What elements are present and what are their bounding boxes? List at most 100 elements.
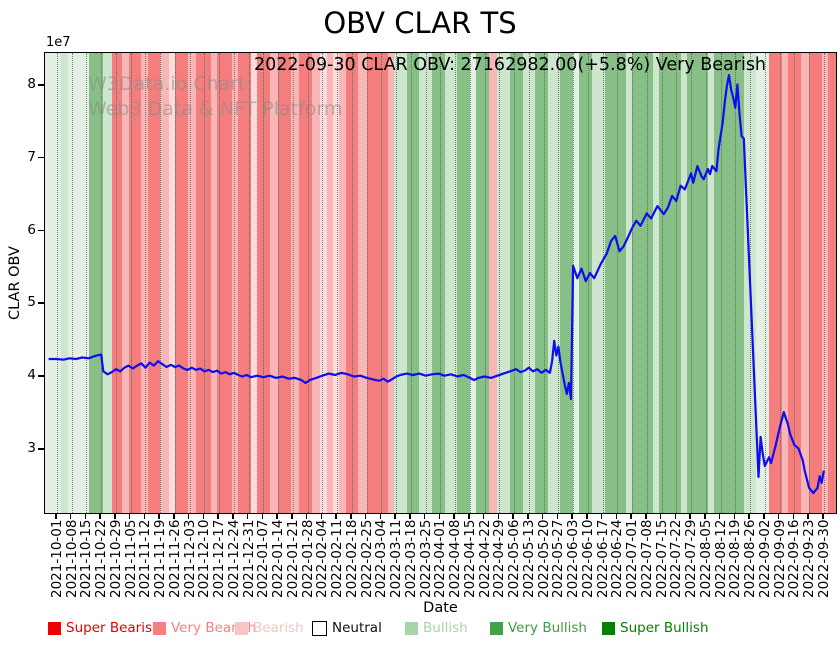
sentiment-band-b <box>339 53 346 513</box>
plot-area <box>44 52 837 514</box>
grid-line <box>499 53 501 513</box>
x-tick-mark <box>114 514 116 519</box>
x-tick-mark <box>600 514 603 519</box>
grid-line <box>292 53 294 513</box>
x-tick-label: 2022-04-08 <box>447 519 464 598</box>
sentiment-band-vbu <box>686 53 708 513</box>
sentiment-band-buf <box>469 53 477 513</box>
x-tick-mark <box>409 514 411 519</box>
x-tick-mark <box>335 514 337 519</box>
sentiment-band-b <box>387 53 395 513</box>
x-tick-mark <box>497 514 500 519</box>
x-tick-label: 2021-10-29 <box>107 519 124 598</box>
chart-title: OBV CLAR TS <box>323 6 517 40</box>
legend-label: Super Bullish <box>620 620 709 636</box>
sentiment-band-vbu <box>579 53 593 513</box>
grid-line <box>587 53 589 513</box>
y-axis-offset-label: 1e7 <box>46 35 71 50</box>
watermark: W3Data.io Chart Web3 Data & NFT Platform <box>88 72 342 122</box>
x-tick-mark <box>202 514 205 519</box>
grid-line <box>71 53 73 513</box>
grid-line <box>661 53 663 513</box>
sentiment-band-buf <box>573 53 580 513</box>
grid-line <box>57 53 58 513</box>
grid-line <box>676 53 678 513</box>
x-tick-mark <box>128 514 131 519</box>
x-tick-mark <box>379 514 382 519</box>
grid-line <box>617 53 619 513</box>
sentiment-band-b <box>231 53 239 513</box>
x-tick-mark <box>320 514 323 519</box>
grid-line <box>189 53 191 513</box>
sentiment-band-vb <box>238 53 251 513</box>
x-tick-label: 2022-01-14 <box>270 519 287 598</box>
x-tick-mark <box>217 514 219 519</box>
obv-line <box>48 74 825 495</box>
sentiment-band-vb <box>828 53 836 513</box>
sentiment-band-vb <box>809 53 822 513</box>
grid-line <box>366 53 368 513</box>
x-tick-label: 2022-03-04 <box>373 519 390 598</box>
sentiment-band-b <box>141 53 148 513</box>
x-tick-label: 2022-05-13 <box>520 519 537 598</box>
sentiment-band-bu <box>680 53 687 513</box>
sentiment-band-b <box>326 53 333 513</box>
x-tick-mark <box>541 514 544 519</box>
grid-line <box>307 53 309 513</box>
x-tick-mark <box>512 514 514 519</box>
grid-line <box>440 53 442 513</box>
sentiment-band-bf <box>332 53 340 513</box>
grid-line <box>691 53 693 513</box>
sentiment-band-bu <box>707 53 715 513</box>
legend-swatch <box>490 621 503 635</box>
sentiment-band-b <box>160 53 169 513</box>
sentiment-band-b <box>210 53 218 513</box>
y-tick-label: 7 <box>27 148 36 165</box>
grid-line <box>528 53 530 513</box>
legend-item-super-bearish: Super Bearish <box>48 620 161 636</box>
grid-line <box>278 53 280 513</box>
grid-line <box>130 53 132 513</box>
x-tick-mark <box>423 514 426 519</box>
grid-line <box>779 53 781 513</box>
y-tick-mark <box>38 448 44 450</box>
x-tick-mark <box>556 514 559 519</box>
sentiment-band-vbu <box>659 53 681 513</box>
legend-swatch <box>602 621 615 635</box>
x-tick-mark <box>468 514 470 519</box>
legend-label: Very Bullish <box>508 620 587 636</box>
x-tick-mark <box>733 514 736 519</box>
x-tick-mark <box>571 514 573 519</box>
x-tick-label: 2022-09-02 <box>756 519 773 598</box>
x-tick-mark <box>482 514 485 519</box>
x-tick-label: 2022-02-11 <box>329 519 346 598</box>
y-tick-mark <box>38 84 44 86</box>
sentiment-band-vb <box>147 53 161 513</box>
grid-line <box>484 53 486 513</box>
latest-value-annotation: 2022-09-30 CLAR OBV: 27162982.00(+5.8%) … <box>253 55 767 75</box>
legend-swatch <box>405 621 418 635</box>
x-tick-mark <box>187 514 190 519</box>
legend-item-very-bullish: Very Bullish <box>490 620 587 636</box>
x-tick-label: 2022-07-29 <box>683 519 700 598</box>
x-tick-label: 2022-09-23 <box>801 519 818 598</box>
sentiment-band-vb <box>174 53 188 513</box>
sentiment-band-vb <box>345 53 359 513</box>
x-tick-label: 2022-08-26 <box>742 519 759 598</box>
watermark-line-2: Web3 Data & NFT Platform <box>88 98 343 120</box>
sentiment-band-b <box>781 53 788 513</box>
legend-label: Bearish <box>253 620 304 636</box>
sentiment-band-bf <box>168 53 175 513</box>
sentiment-band-vbu <box>406 53 420 513</box>
sentiment-band-b <box>269 53 279 513</box>
x-tick-label: 2022-06-03 <box>565 519 582 598</box>
legend-label: Bullish <box>423 620 468 636</box>
grid-line <box>233 53 235 513</box>
sentiment-band-bu <box>653 53 660 513</box>
x-tick-mark <box>261 514 264 519</box>
grid-line <box>381 53 383 513</box>
sentiment-band-bu <box>61 53 68 513</box>
x-tick-mark <box>630 514 632 519</box>
x-tick-mark <box>792 514 795 519</box>
